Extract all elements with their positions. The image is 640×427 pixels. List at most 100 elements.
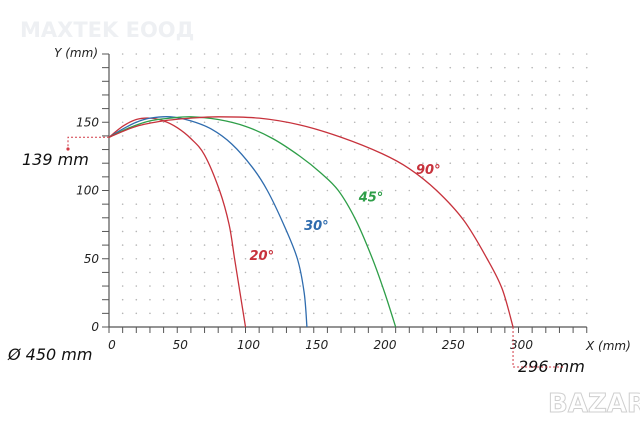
- grid-dot: [517, 285, 520, 287]
- grid-dot: [572, 271, 574, 274]
- grid-dot: [545, 121, 547, 124]
- grid-dot: [176, 121, 179, 124]
- grid-dot: [244, 189, 247, 192]
- max-reach-leader: [512, 327, 565, 368]
- grid-dot: [545, 135, 547, 137]
- grid-dot: [340, 217, 342, 219]
- series-line-4: [108, 116, 514, 328]
- grid-dot: [162, 176, 165, 178]
- grid-dot: [394, 94, 397, 96]
- grid-dot: [217, 66, 219, 69]
- grid-dot: [149, 162, 151, 164]
- grid-dot: [285, 244, 288, 246]
- grid-dot: [285, 257, 288, 260]
- grid-dot: [367, 107, 370, 110]
- annotations: 139 mm Ø 450 mm 296 mm: [7, 136, 585, 376]
- grid-dot: [176, 135, 179, 137]
- grid-dot: [585, 312, 588, 315]
- axes: 0 50 100 150 200 250 300 0 50 100 150: [76, 53, 588, 352]
- grid-dot: [517, 135, 520, 137]
- grid-dot: [312, 53, 315, 55]
- grid-dot: [326, 135, 329, 137]
- grid-dot: [504, 80, 506, 83]
- grid-dot: [422, 121, 424, 124]
- grid-dot: [340, 271, 342, 274]
- grid-dot: [326, 285, 329, 287]
- grid-dot: [217, 94, 219, 96]
- grid-dot: [299, 217, 301, 219]
- grid-dot: [190, 312, 192, 315]
- grid-dot: [449, 271, 452, 274]
- grid-dot: [285, 135, 288, 137]
- grid-dot: [558, 217, 561, 219]
- grid-dot: [408, 271, 411, 274]
- grid-dot: [367, 176, 370, 178]
- start-height-leader: [67, 136, 109, 149]
- grid-dot: [312, 189, 315, 192]
- grid-dot: [572, 53, 574, 55]
- grid-dot: [490, 162, 493, 164]
- grid-dot: [422, 203, 424, 205]
- grid-dot: [299, 312, 301, 315]
- grid-dot: [299, 66, 301, 69]
- grid-dot: [217, 80, 219, 83]
- grid-dot: [408, 135, 411, 137]
- grid-dot: [435, 135, 438, 137]
- grid-dot: [190, 244, 192, 246]
- grid-dot: [504, 94, 506, 96]
- grid-dot: [162, 148, 165, 151]
- grid-dot: [299, 148, 301, 151]
- x-tick-label: 100: [237, 338, 260, 352]
- grid-dot: [176, 285, 179, 287]
- grid-dot: [203, 271, 206, 274]
- grid-dot: [217, 121, 219, 124]
- grid-dot: [408, 121, 411, 124]
- grid-dot: [258, 312, 260, 315]
- grid-dot: [162, 80, 165, 83]
- grid-dot: [203, 176, 206, 178]
- grid-dot: [585, 121, 588, 124]
- grid-dot: [394, 312, 397, 315]
- grid-dot: [258, 135, 260, 137]
- grid-dot: [149, 203, 151, 205]
- grid-dot: [367, 217, 370, 219]
- grid-dot: [190, 135, 192, 137]
- grid-dot: [272, 148, 274, 151]
- grid-dot: [231, 189, 233, 192]
- grid-dot: [531, 135, 533, 137]
- grid-dot: [531, 230, 533, 233]
- grid-dot: [244, 298, 247, 301]
- grid-dot: [408, 162, 411, 164]
- grid-dot: [217, 285, 219, 287]
- grid-dot: [545, 298, 547, 301]
- series-label: 45°: [358, 190, 384, 205]
- grid-dot: [504, 53, 506, 55]
- grid-dot: [449, 230, 452, 233]
- grid-dot: [121, 285, 124, 287]
- grid-dot: [463, 53, 465, 55]
- grid-dot: [367, 53, 370, 55]
- grid-dot: [326, 80, 329, 83]
- grid-dot: [162, 53, 165, 55]
- grid-dot: [149, 107, 151, 110]
- grid-dot: [449, 107, 452, 110]
- grid-dot: [381, 148, 383, 151]
- grid-dot: [422, 53, 424, 55]
- grid-dot: [517, 271, 520, 274]
- grid-dot: [258, 66, 260, 69]
- grid-dot: [504, 162, 506, 164]
- grid-dot: [340, 162, 342, 164]
- grid-dot: [299, 80, 301, 83]
- grid-dot: [394, 285, 397, 287]
- grid-dot: [545, 244, 547, 246]
- grid-dot: [476, 66, 479, 69]
- x-tick-label: 150: [305, 338, 328, 352]
- grid-dot: [326, 94, 329, 96]
- grid-dot: [231, 176, 233, 178]
- grid-dot: [121, 298, 124, 301]
- grid-dot: [381, 298, 383, 301]
- grid-dot: [381, 107, 383, 110]
- grid-dot: [299, 94, 301, 96]
- grid-dot: [558, 298, 561, 301]
